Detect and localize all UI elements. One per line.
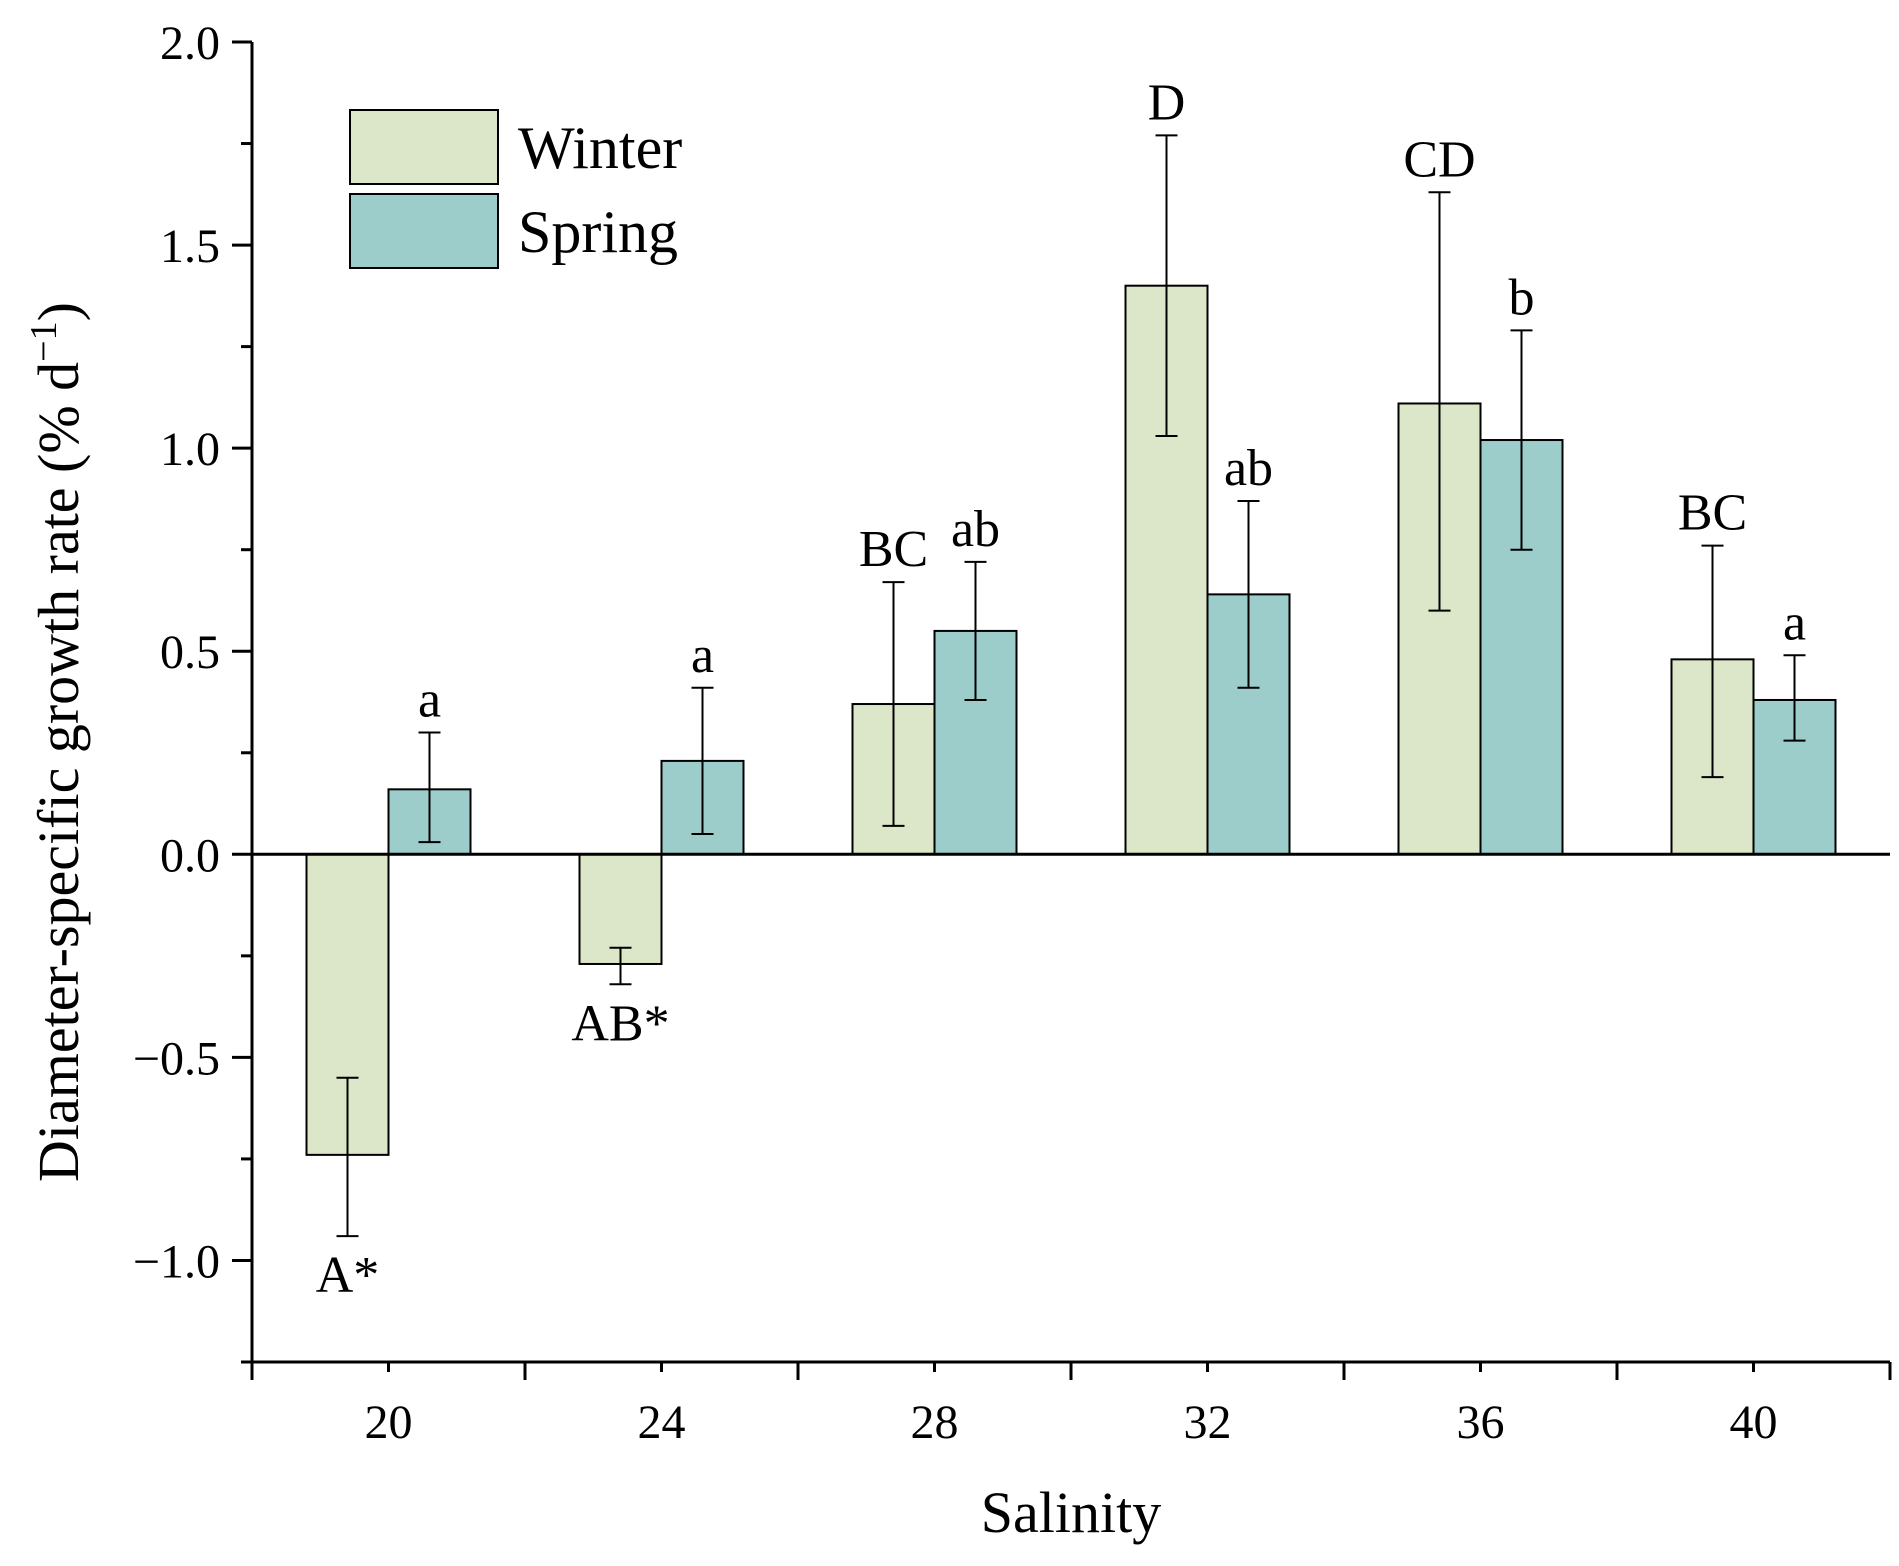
- y-tick-label: −0.5: [133, 1032, 220, 1085]
- significance-label: A*: [316, 1247, 380, 1304]
- legend-swatch: [349, 193, 499, 269]
- x-tick-label: 24: [638, 1396, 686, 1449]
- y-tick-label: 2.0: [160, 17, 220, 70]
- x-tick-label: 28: [911, 1396, 959, 1449]
- y-tick-label: 1.5: [160, 220, 220, 273]
- significance-label: BC: [1678, 485, 1747, 542]
- y-tick-label: 0.5: [160, 626, 220, 679]
- significance-label: D: [1148, 74, 1186, 131]
- significance-label: ab: [1224, 440, 1273, 497]
- significance-label: b: [1509, 269, 1535, 326]
- significance-label: BC: [859, 521, 928, 578]
- y-axis-title: Diameter-specific growth rate (% d−1): [23, 302, 91, 1182]
- significance-label: CD: [1403, 131, 1475, 188]
- significance-label: ab: [951, 501, 1000, 558]
- legend-label: Spring: [518, 199, 678, 265]
- significance-label: a: [691, 627, 714, 684]
- legend-label: Winter: [518, 115, 682, 181]
- significance-label: AB*: [571, 995, 669, 1052]
- y-tick-label: 1.0: [160, 423, 220, 476]
- y-tick-label: −1.0: [133, 1235, 220, 1288]
- bar: [578, 853, 663, 965]
- x-tick-label: 40: [1730, 1396, 1778, 1449]
- x-tick-label: 20: [365, 1396, 413, 1449]
- y-tick-label: 0.0: [160, 829, 220, 882]
- significance-label: a: [418, 671, 441, 728]
- legend-swatch: [349, 109, 499, 185]
- x-axis-title: Salinity: [981, 1480, 1161, 1545]
- x-tick-label: 32: [1184, 1396, 1232, 1449]
- significance-label: a: [1783, 594, 1806, 651]
- x-tick-label: 36: [1457, 1396, 1505, 1449]
